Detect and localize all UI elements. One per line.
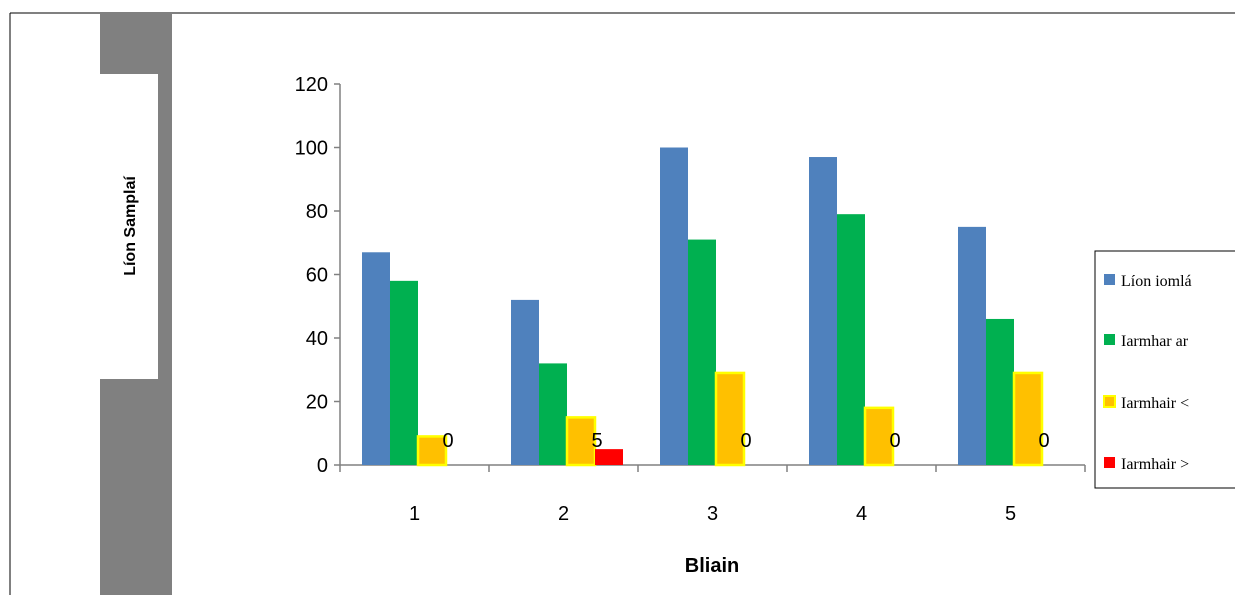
data-label: 0 xyxy=(889,430,900,452)
y-tick-label: 120 xyxy=(295,74,328,96)
y-tick-label: 100 xyxy=(295,138,328,160)
bar-series-3-cat-2 xyxy=(565,416,597,467)
bar-series-1-cat-3 xyxy=(660,147,688,465)
bar-series-3-cat-1 xyxy=(416,435,448,467)
x-tick-label: 3 xyxy=(707,503,718,525)
legend: Líon iomlá Iarmhar ar Iarmhair < Iarmhair > xyxy=(1094,250,1235,489)
bar-series-2-cat-4 xyxy=(837,214,865,465)
y-tick-label: 60 xyxy=(306,265,328,287)
legend-label: Iarmhar ar xyxy=(1121,333,1189,350)
ylabel-box xyxy=(100,74,158,379)
y-tick-label: 80 xyxy=(306,201,328,223)
data-label: 5 xyxy=(591,430,602,452)
bar-series-3-cat-4 xyxy=(863,406,895,467)
bar-series-2-cat-5 xyxy=(986,318,1014,465)
x-axis-title: Bliain xyxy=(685,555,739,577)
y-axis-title: Líon Samplaí xyxy=(122,176,139,276)
legend-swatch xyxy=(1104,457,1115,468)
y-tick-label: 40 xyxy=(306,328,328,350)
x-tick-label: 1 xyxy=(409,503,420,525)
x-tick-label: 4 xyxy=(856,503,867,525)
bar-series-1-cat-5 xyxy=(958,226,986,465)
bar-series-3-cat-3 xyxy=(714,371,746,467)
data-label: 0 xyxy=(740,430,751,452)
bar-series-2-cat-1 xyxy=(390,280,418,465)
data-label: 0 xyxy=(442,430,453,452)
x-tick-label: 5 xyxy=(1005,503,1016,525)
x-tick-label: 2 xyxy=(558,503,569,525)
legend-swatch xyxy=(1104,334,1115,345)
legend-swatch xyxy=(1104,274,1115,285)
bar-series-1-cat-1 xyxy=(362,252,390,465)
bar-series-1-cat-4 xyxy=(809,157,837,465)
bar-series-2-cat-3 xyxy=(688,239,716,465)
bar-series-3-cat-5 xyxy=(1012,371,1044,467)
legend-label: Iarmhair < xyxy=(1121,395,1189,412)
legend-swatch xyxy=(1103,395,1116,408)
data-label: 0 xyxy=(1038,430,1049,452)
bar-series-1-cat-2 xyxy=(511,299,539,465)
bar-series-2-cat-2 xyxy=(539,363,567,465)
legend-box xyxy=(1094,250,1235,489)
y-tick-label: 0 xyxy=(317,455,328,477)
legend-label: Líon iomlá xyxy=(1121,273,1192,290)
y-tick-label: 20 xyxy=(306,392,328,414)
legend-label: Iarmhair > xyxy=(1121,456,1189,473)
bar-series-4-cat-2 xyxy=(595,449,623,465)
